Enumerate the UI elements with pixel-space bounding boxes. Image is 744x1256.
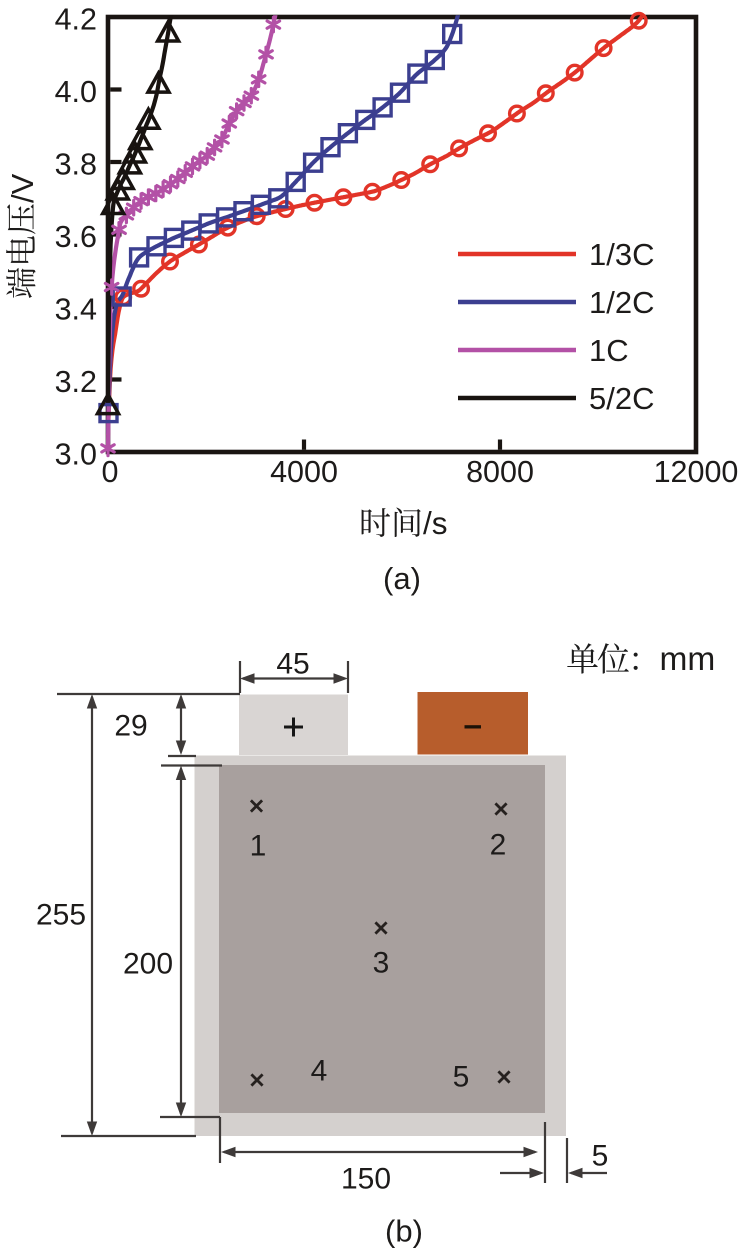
svg-text:8000: 8000 bbox=[466, 455, 534, 489]
svg-text:29: 29 bbox=[114, 710, 147, 743]
svg-text:4.0: 4.0 bbox=[55, 75, 97, 109]
svg-text:4000: 4000 bbox=[270, 455, 338, 489]
svg-text:200: 200 bbox=[123, 948, 173, 981]
svg-text:5: 5 bbox=[592, 1140, 609, 1173]
svg-text:mm: mm bbox=[660, 641, 716, 678]
svg-text:3.8: 3.8 bbox=[55, 147, 97, 181]
svg-text:4.2: 4.2 bbox=[55, 2, 97, 36]
svg-text:3.0: 3.0 bbox=[55, 437, 97, 471]
svg-text:4: 4 bbox=[311, 1055, 328, 1088]
svg-text:(b): (b) bbox=[385, 1214, 423, 1249]
svg-text:255: 255 bbox=[36, 899, 86, 932]
svg-text:45: 45 bbox=[276, 648, 309, 681]
svg-text:5/2C: 5/2C bbox=[589, 381, 654, 416]
svg-text:5: 5 bbox=[453, 1061, 470, 1094]
svg-text:1/3C: 1/3C bbox=[589, 237, 654, 272]
svg-text:1C: 1C bbox=[589, 333, 629, 368]
svg-text:150: 150 bbox=[341, 1163, 391, 1196]
svg-text:0: 0 bbox=[102, 455, 119, 489]
svg-text:3.2: 3.2 bbox=[55, 365, 97, 399]
svg-text:12000: 12000 bbox=[654, 455, 739, 489]
svg-text:/V: /V bbox=[5, 173, 40, 203]
svg-text:3: 3 bbox=[373, 947, 390, 980]
svg-text:(a): (a) bbox=[383, 561, 421, 596]
svg-text:3.4: 3.4 bbox=[55, 292, 97, 326]
svg-text:3.6: 3.6 bbox=[55, 220, 97, 254]
svg-text:/s: /s bbox=[423, 505, 448, 541]
svg-text:1: 1 bbox=[250, 830, 267, 863]
svg-text:1/2C: 1/2C bbox=[589, 285, 654, 320]
svg-text:2: 2 bbox=[490, 829, 507, 862]
